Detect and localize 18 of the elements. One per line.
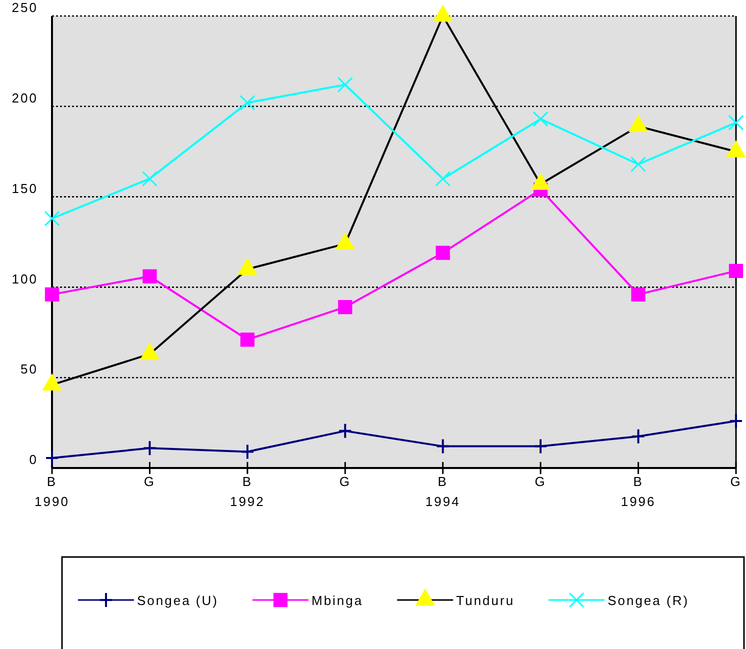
y-tick-label: 0 — [29, 452, 38, 468]
x-tick-label: G — [730, 474, 742, 489]
x-tick-label: B 1990 — [34, 474, 70, 509]
y-tick-label: 150 — [12, 180, 38, 196]
x-tick-label: G — [339, 474, 351, 489]
x-tick-label: B 1996 — [620, 474, 656, 509]
x-tick-label: G — [534, 474, 546, 489]
legend-label: Tunduru — [456, 593, 515, 608]
y-tick-label: 100 — [12, 271, 38, 286]
y-tick-label: 50 — [20, 362, 38, 377]
y-tick-label: 250 — [12, 0, 38, 16]
legend-label: Songea (U) — [137, 593, 218, 608]
x-tick-label: G — [144, 474, 156, 489]
y-tick-label: 200 — [12, 90, 38, 106]
legend-label: Songea (R) — [608, 593, 690, 608]
legend-label: Mbinga — [311, 593, 364, 608]
x-tick-label: B 1992 — [230, 474, 265, 509]
x-tick-label: B 1994 — [425, 474, 460, 509]
